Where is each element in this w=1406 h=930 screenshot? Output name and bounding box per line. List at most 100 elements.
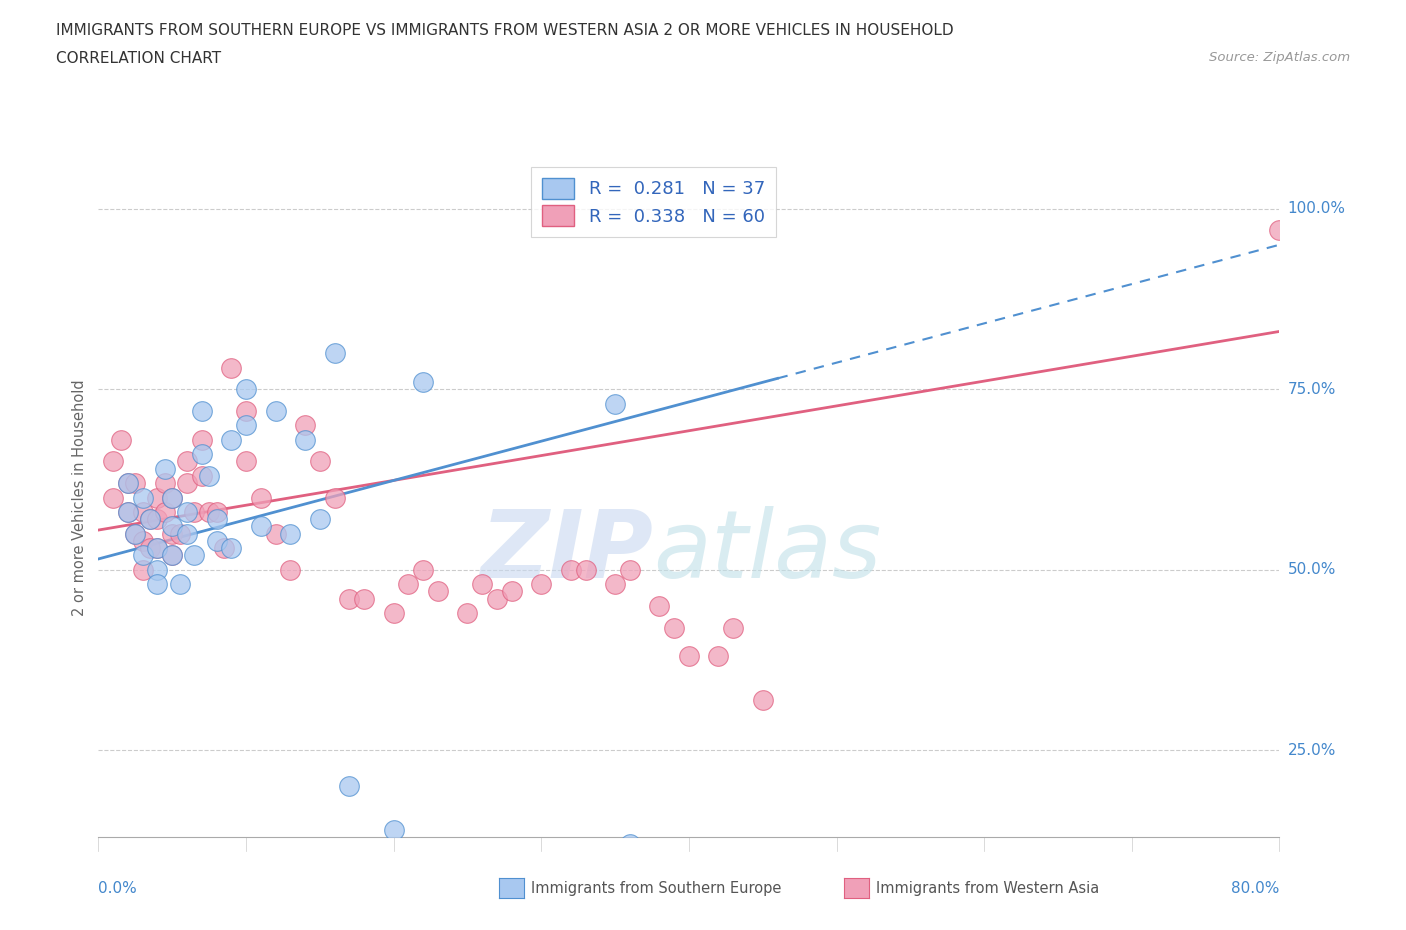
Point (124, 526, 146, 541)
Point (117, 505, 139, 520)
Text: 25.0%: 25.0% (1288, 743, 1336, 758)
Point (191, 446, 214, 461)
Point (471, 577, 494, 591)
Point (146, 563, 169, 578)
Point (396, 577, 419, 591)
Point (162, 490, 183, 505)
Point (648, 598, 671, 613)
Point (139, 512, 162, 526)
Point (235, 382, 257, 397)
Point (198, 505, 221, 520)
Point (412, 563, 434, 578)
Point (205, 512, 228, 526)
Point (176, 526, 198, 541)
Point (191, 469, 214, 484)
Point (162, 490, 183, 505)
Point (382, 822, 405, 837)
Point (337, 591, 360, 606)
Point (1268, 223, 1291, 238)
Point (183, 548, 205, 563)
Text: 0.0%: 0.0% (98, 881, 138, 896)
Point (153, 505, 176, 520)
Point (176, 505, 198, 520)
Point (530, 577, 553, 591)
Point (721, 620, 744, 635)
Point (132, 534, 155, 549)
Point (183, 505, 205, 520)
Point (619, 563, 641, 578)
Point (605, 577, 627, 591)
Point (323, 490, 346, 505)
Text: atlas: atlas (654, 506, 882, 597)
Point (412, 375, 434, 390)
Point (382, 605, 405, 620)
Point (117, 505, 139, 520)
Point (198, 469, 221, 484)
Point (162, 548, 183, 563)
Point (678, 649, 700, 664)
Point (139, 540, 162, 555)
Point (169, 526, 191, 541)
Point (456, 605, 478, 620)
Point (427, 584, 450, 599)
Text: 50.0%: 50.0% (1288, 563, 1336, 578)
Y-axis label: 2 or more Vehicles in Household: 2 or more Vehicles in Household (72, 379, 87, 616)
Point (337, 779, 360, 794)
Point (103, 454, 125, 469)
Point (619, 837, 641, 852)
Legend: R =  0.281   N = 37, R =  0.338   N = 60: R = 0.281 N = 37, R = 0.338 N = 60 (531, 167, 776, 237)
Point (707, 649, 730, 664)
Point (219, 360, 242, 375)
Point (278, 563, 302, 578)
Point (309, 512, 332, 526)
Point (153, 475, 176, 490)
Point (501, 584, 523, 599)
Point (132, 490, 155, 505)
Point (264, 526, 287, 541)
Point (117, 475, 139, 490)
Point (162, 526, 183, 541)
Point (132, 563, 155, 578)
Point (560, 563, 582, 578)
Point (162, 519, 183, 534)
Point (250, 519, 273, 534)
Point (117, 475, 139, 490)
Point (146, 490, 169, 505)
Point (212, 540, 235, 555)
Point (294, 432, 316, 447)
Point (110, 432, 132, 447)
Point (146, 577, 169, 591)
Point (278, 526, 302, 541)
Point (124, 475, 146, 490)
Point (323, 346, 346, 361)
Point (250, 490, 273, 505)
Point (205, 534, 228, 549)
Point (103, 490, 125, 505)
Point (235, 404, 257, 418)
Point (146, 540, 169, 555)
Point (191, 404, 214, 418)
Text: 80.0%: 80.0% (1232, 881, 1279, 896)
Point (353, 591, 375, 606)
Text: CORRELATION CHART: CORRELATION CHART (56, 51, 221, 66)
Text: 75.0%: 75.0% (1288, 381, 1336, 397)
Point (162, 548, 183, 563)
Text: Immigrants from Southern Europe: Immigrants from Southern Europe (531, 881, 782, 896)
Point (191, 432, 214, 447)
Point (205, 505, 228, 520)
Point (176, 454, 198, 469)
Point (235, 454, 257, 469)
Point (176, 475, 198, 490)
Point (153, 461, 176, 476)
Point (146, 540, 169, 555)
Point (139, 512, 162, 526)
Point (169, 577, 191, 591)
Point (219, 540, 242, 555)
Point (146, 512, 169, 526)
Point (294, 418, 316, 432)
Point (309, 454, 332, 469)
Text: 100.0%: 100.0% (1288, 201, 1346, 216)
Point (751, 692, 773, 707)
Point (124, 526, 146, 541)
Point (664, 620, 686, 635)
